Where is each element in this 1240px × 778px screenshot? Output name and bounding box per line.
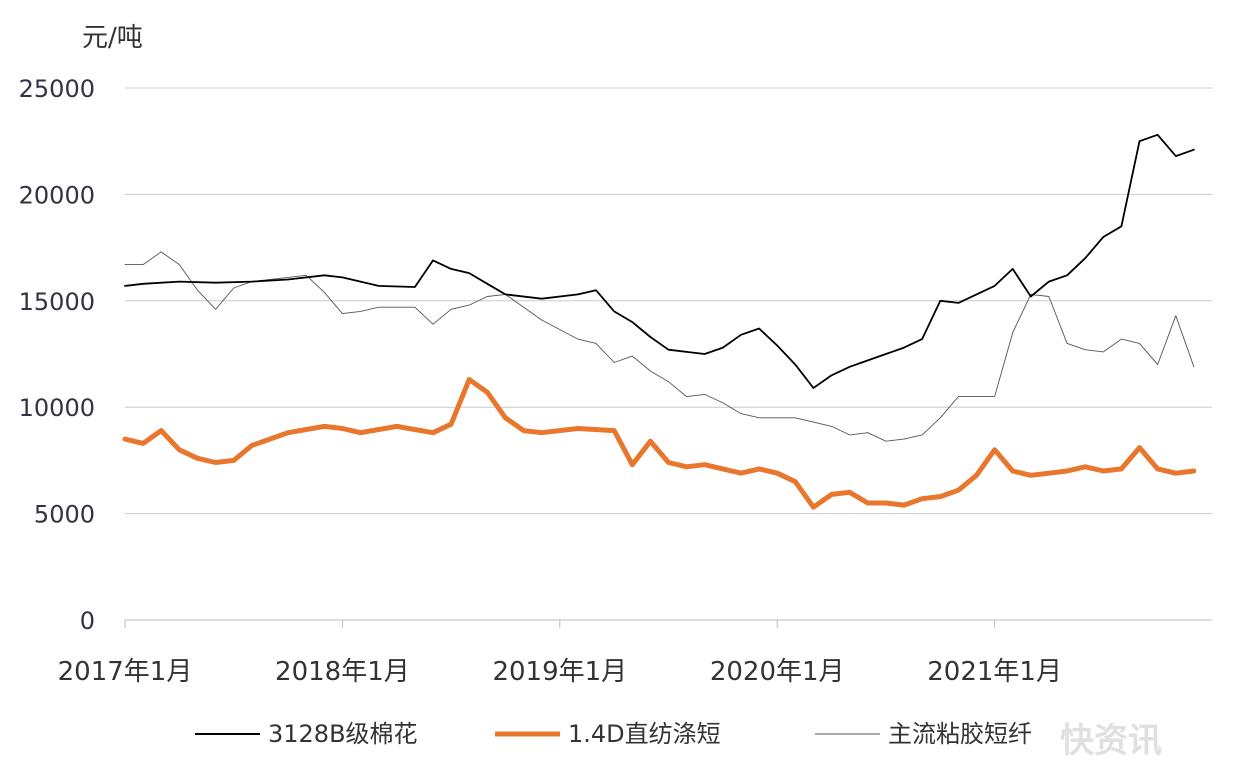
y-tick-label: 10000 — [19, 394, 95, 422]
y-tick-label: 0 — [80, 607, 95, 635]
series-line-3 — [124, 251, 1195, 442]
legend-label: 1.4D直纺涤短 — [568, 720, 721, 748]
x-tick-label: 2018年1月 — [275, 657, 410, 687]
y-axis-tick-labels: 0 5000 10000 15000 20000 25000 — [19, 75, 95, 635]
y-tick-label: 5000 — [34, 501, 95, 529]
legend: 3128B级棉花 1.4D直纺涤短 主流粘胶短纤 — [195, 720, 1032, 748]
y-tick-label: 25000 — [19, 75, 95, 103]
x-tick-label: 2017年1月 — [58, 657, 193, 687]
x-tick-label: 2019年1月 — [492, 657, 627, 687]
x-tick-label: 2020年1月 — [710, 657, 845, 687]
y-unit-label: 元/吨 — [82, 23, 143, 53]
x-tick-label: 2021年1月 — [927, 657, 1062, 687]
series-line-2 — [122, 377, 1197, 510]
x-axis: 2017年1月 2018年1月 2019年1月 2020年1月 2021年1月 — [58, 620, 1062, 687]
watermark: 快资讯 — [1060, 721, 1162, 761]
gridlines — [125, 87, 1212, 621]
legend-label: 主流粘胶短纤 — [888, 720, 1032, 748]
series-lines — [122, 133, 1197, 510]
series-line-1 — [124, 133, 1195, 389]
legend-label: 3128B级棉花 — [268, 720, 418, 748]
y-tick-label: 20000 — [19, 181, 95, 209]
y-tick-label: 15000 — [19, 288, 95, 316]
